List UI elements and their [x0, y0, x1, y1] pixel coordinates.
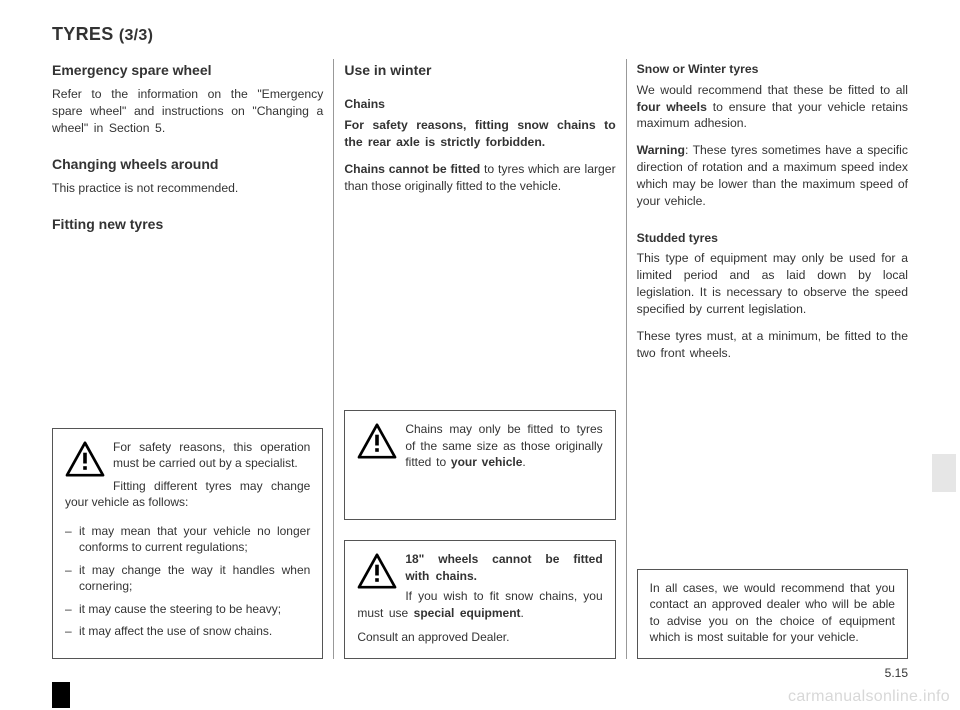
heading-changing-wheels: Changing wheels around	[52, 155, 323, 174]
box1-item-cornering: it may change the way it handles when co…	[65, 562, 310, 595]
box1-lead2: Fitting different tyres may change your …	[65, 478, 310, 511]
para-chains-forbidden: For safety reasons, fitting snow chains …	[344, 117, 615, 151]
page-number: 5.15	[885, 666, 908, 680]
content-columns: Emergency spare wheel Refer to the infor…	[52, 59, 908, 659]
box3-p1a: 18" wheels cannot be fitted with chains.	[405, 552, 602, 583]
heading-chains: Chains	[344, 96, 615, 113]
column-middle: Use in winter Chains For safety reasons,…	[334, 59, 626, 659]
para-changing: This practice is not recommended.	[52, 180, 323, 197]
chains-cannot-bold: Chains cannot be fitted	[344, 162, 480, 176]
warning-box-fitting: For safety reasons, this operation must …	[52, 428, 323, 659]
para-stud2: These tyres must, at a minimum, be fitte…	[637, 328, 908, 362]
heading-use-winter: Use in winter	[344, 61, 615, 80]
box3-p2b: special equipment	[414, 606, 521, 620]
para-emergency: Refer to the information on the "Emergen…	[52, 86, 323, 136]
warning-box-chain-size: Chains may only be fitted to tyres of th…	[344, 410, 615, 520]
title-sub: (3/3)	[119, 27, 153, 44]
box2-p1c: .	[522, 455, 525, 469]
snow-p1a: We would recommend that these be fitted …	[637, 83, 908, 97]
info-box-dealer: In all cases, we would recommend that yo…	[637, 569, 908, 659]
para-chains-forbidden-bold: For safety reasons, fitting snow chains …	[344, 118, 615, 149]
box4-p: In all cases, we would recommend that yo…	[650, 580, 895, 646]
warning-icon	[357, 553, 397, 589]
warn-a: Warning	[637, 143, 685, 157]
print-mark	[52, 682, 70, 708]
box1-item-chains: it may affect the use of snow chains.	[65, 623, 310, 640]
warning-icon	[65, 441, 105, 477]
para-snow-recommend: We would recommend that these be fitted …	[637, 82, 908, 132]
heading-snow-tyres: Snow or Winter tyres	[637, 61, 908, 78]
box3-p3: Consult an approved Dealer.	[357, 629, 602, 646]
snow-p1b: four wheels	[637, 100, 707, 114]
page-title: TYRES (3/3)	[52, 24, 908, 45]
box1-list: it may mean that your vehicle no longer …	[65, 523, 310, 640]
box3-p2: If you wish to fit snow chains, you must…	[357, 588, 602, 621]
column-right: Snow or Winter tyres We would recommend …	[627, 59, 908, 659]
box3-p2c: .	[521, 606, 524, 620]
column-left: Emergency spare wheel Refer to the infor…	[52, 59, 334, 659]
title-main: TYRES	[52, 24, 119, 44]
para-chains-cannot: Chains cannot be fitted to tyres which a…	[344, 161, 615, 195]
side-tab	[932, 454, 956, 492]
heading-fitting-new: Fitting new tyres	[52, 215, 323, 234]
heading-emergency-spare: Emergency spare wheel	[52, 61, 323, 80]
para-stud1: This type of equipment may only be used …	[637, 250, 908, 317]
heading-studded: Studded tyres	[637, 230, 908, 247]
para-snow-warning: Warning: These tyres sometimes have a sp…	[637, 142, 908, 209]
watermark-text: carmanualsonline.info	[788, 688, 950, 706]
warning-box-18inch: 18" wheels cannot be fitted with chains.…	[344, 540, 615, 659]
warning-icon	[357, 423, 397, 459]
box1-item-steering: it may cause the steering to be heavy;	[65, 601, 310, 618]
box2-p1b: your vehicle	[451, 455, 522, 469]
manual-page: TYRES (3/3) Emergency spare wheel Refer …	[0, 0, 960, 710]
box1-item-regulations: it may mean that your vehicle no longer …	[65, 523, 310, 556]
